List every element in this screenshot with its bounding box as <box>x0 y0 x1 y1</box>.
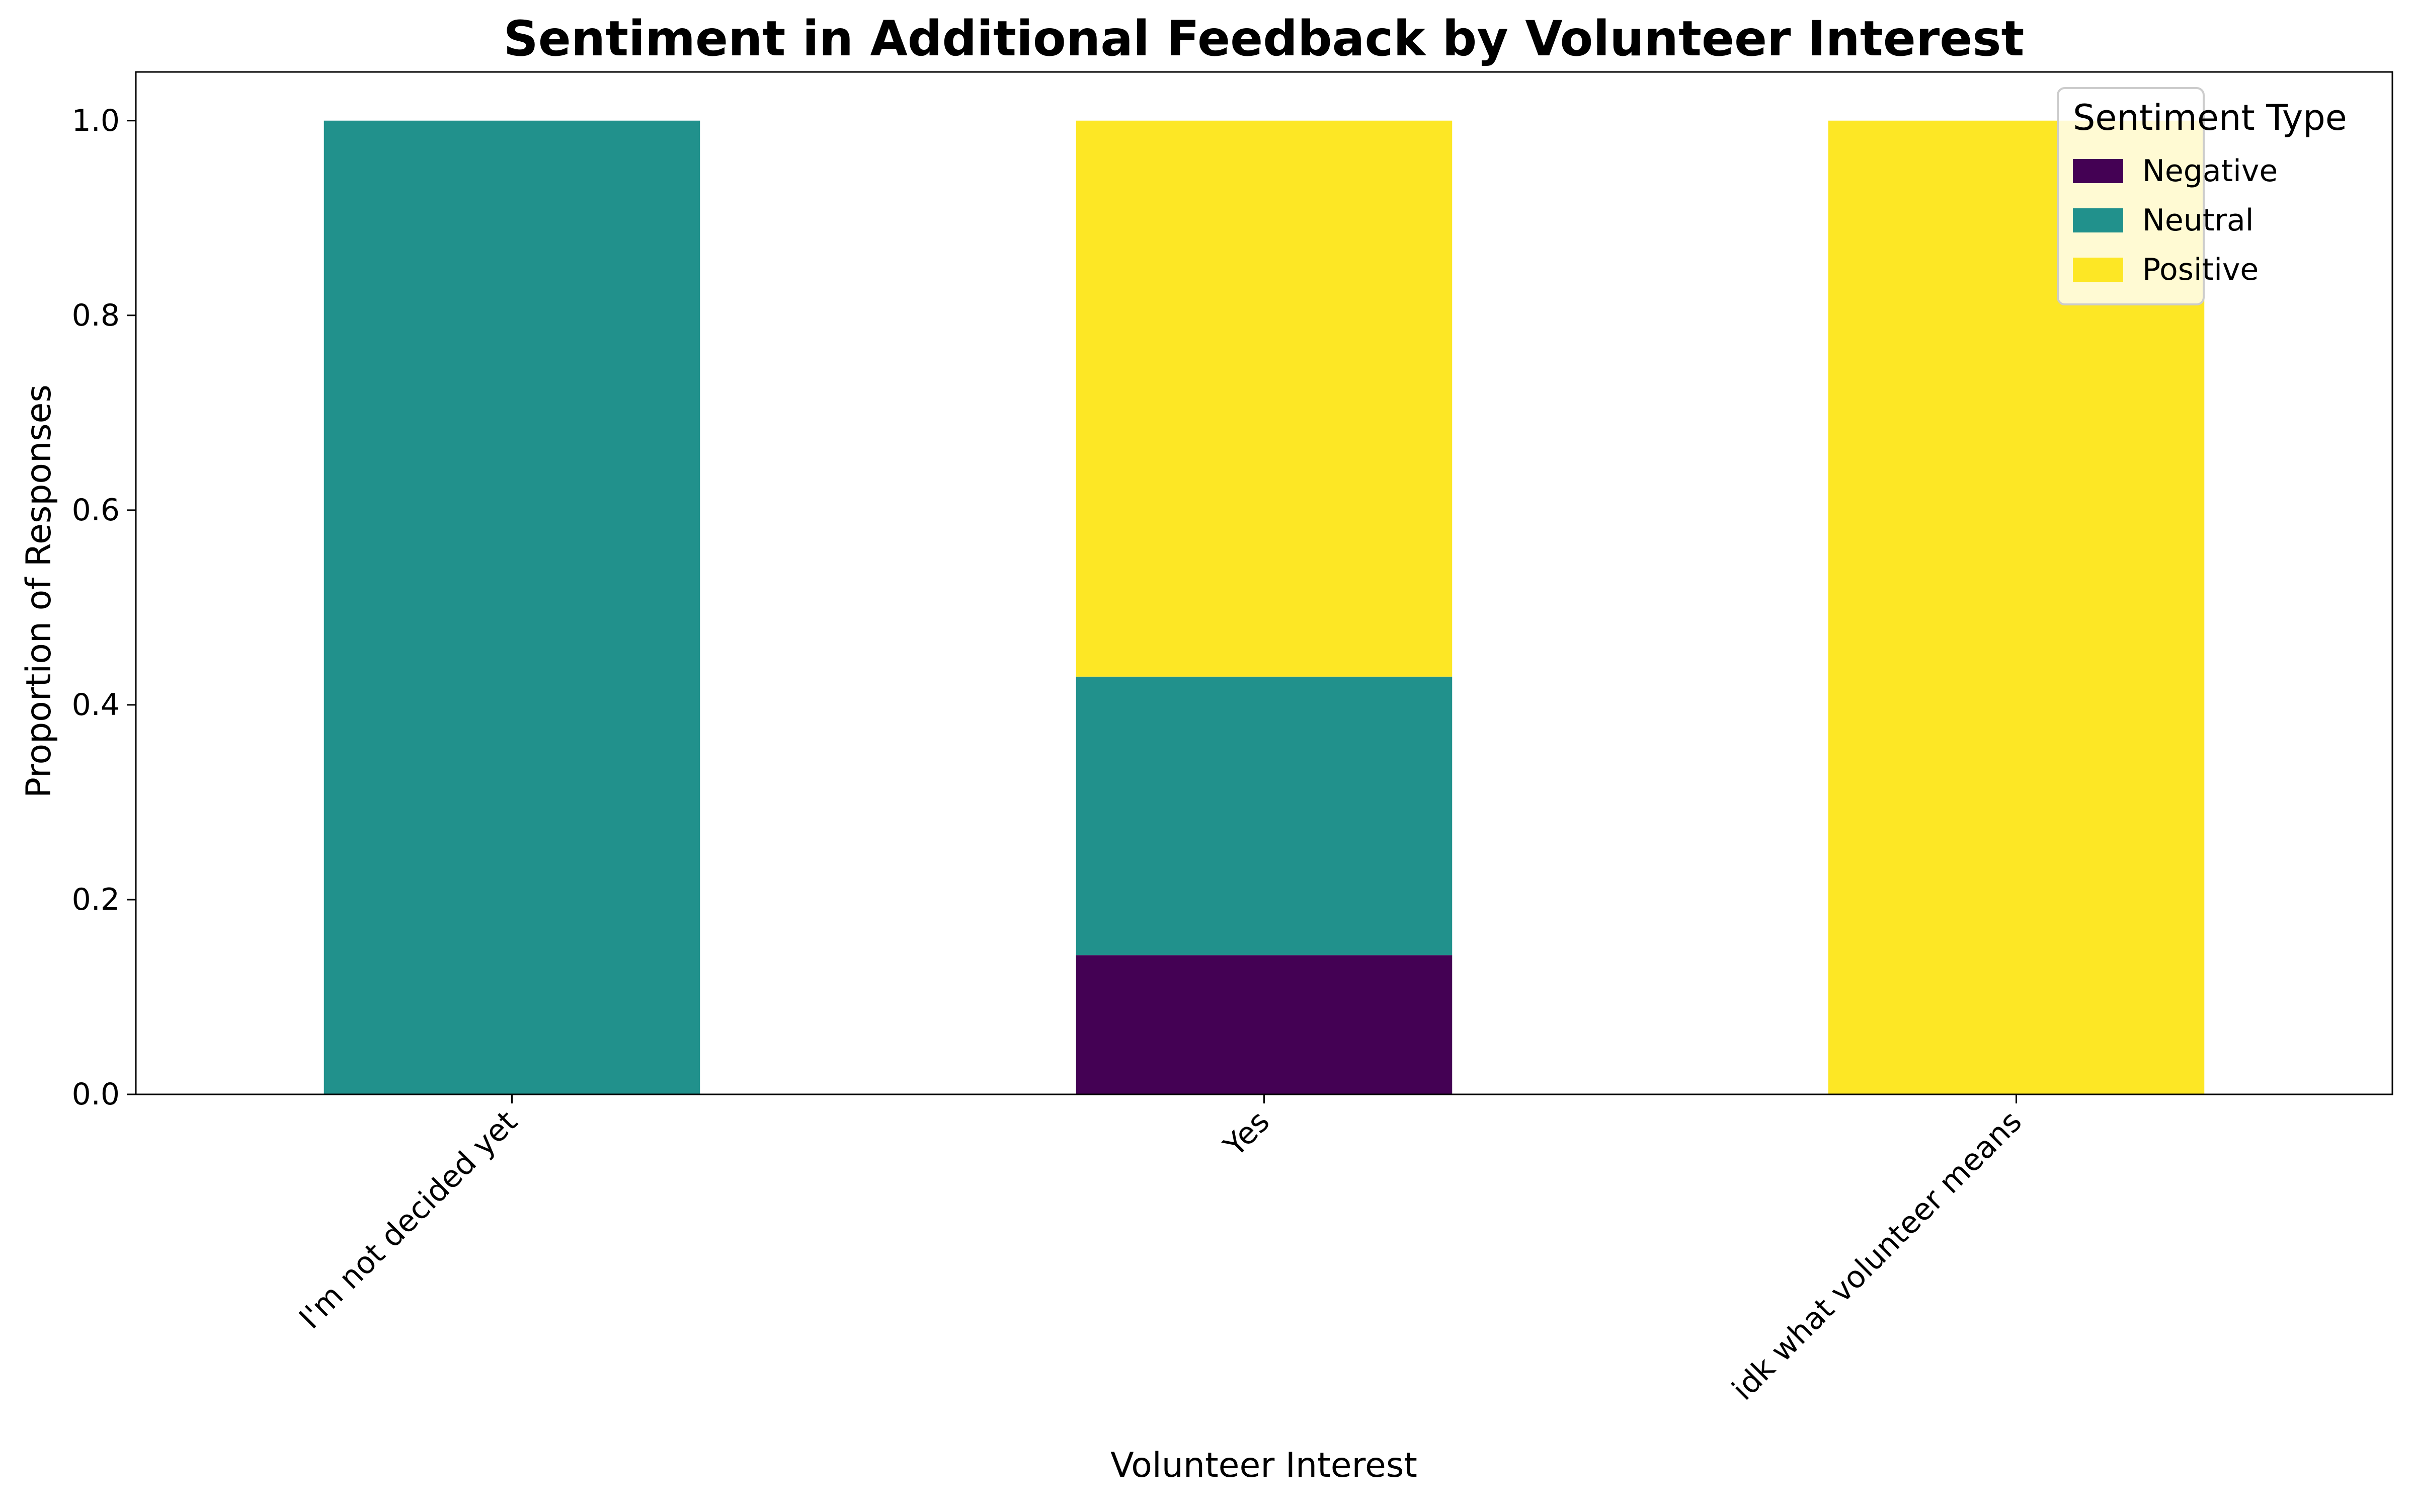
y-tick-label: 1.0 <box>72 103 120 138</box>
legend-label-negative: Negative <box>2142 153 2278 189</box>
bars-layer <box>324 120 2205 1094</box>
y-tick-label: 0.4 <box>72 687 120 723</box>
legend-title: Sentiment Type <box>2073 97 2347 138</box>
legend-label-neutral: Neutral <box>2142 203 2253 238</box>
chart-title: Sentiment in Additional Feedback by Volu… <box>504 11 2025 67</box>
legend: Sentiment Type Negative Neutral Positive <box>2057 87 2347 305</box>
x-axis-label: Volunteer Interest <box>1110 1446 1417 1485</box>
x-tick-label: Yes <box>1217 1104 1276 1164</box>
y-tick-label: 0.0 <box>72 1077 120 1112</box>
bar-segment-neutral-0 <box>324 120 700 1094</box>
legend-label-positive: Positive <box>2142 252 2259 287</box>
legend-items: Negative Neutral Positive <box>2073 153 2278 287</box>
bar-segment-negative-1 <box>1076 955 1453 1094</box>
x-tick-label: I'm not decided yet <box>292 1104 524 1336</box>
y-tick-label: 0.6 <box>72 493 120 528</box>
y-axis-label: Proportion of Responses <box>19 384 59 798</box>
bar-segment-positive-1 <box>1076 120 1453 677</box>
legend-swatch-positive <box>2073 258 2123 282</box>
y-tick-label: 0.2 <box>72 882 120 917</box>
legend-swatch-negative <box>2073 159 2123 183</box>
x-tick-label: idk what volunteer means <box>1725 1104 2029 1407</box>
bar-segment-neutral-1 <box>1076 676 1453 956</box>
legend-frame <box>2057 87 2205 305</box>
legend-swatch-neutral <box>2073 208 2123 232</box>
y-tick-label: 0.8 <box>72 298 120 333</box>
